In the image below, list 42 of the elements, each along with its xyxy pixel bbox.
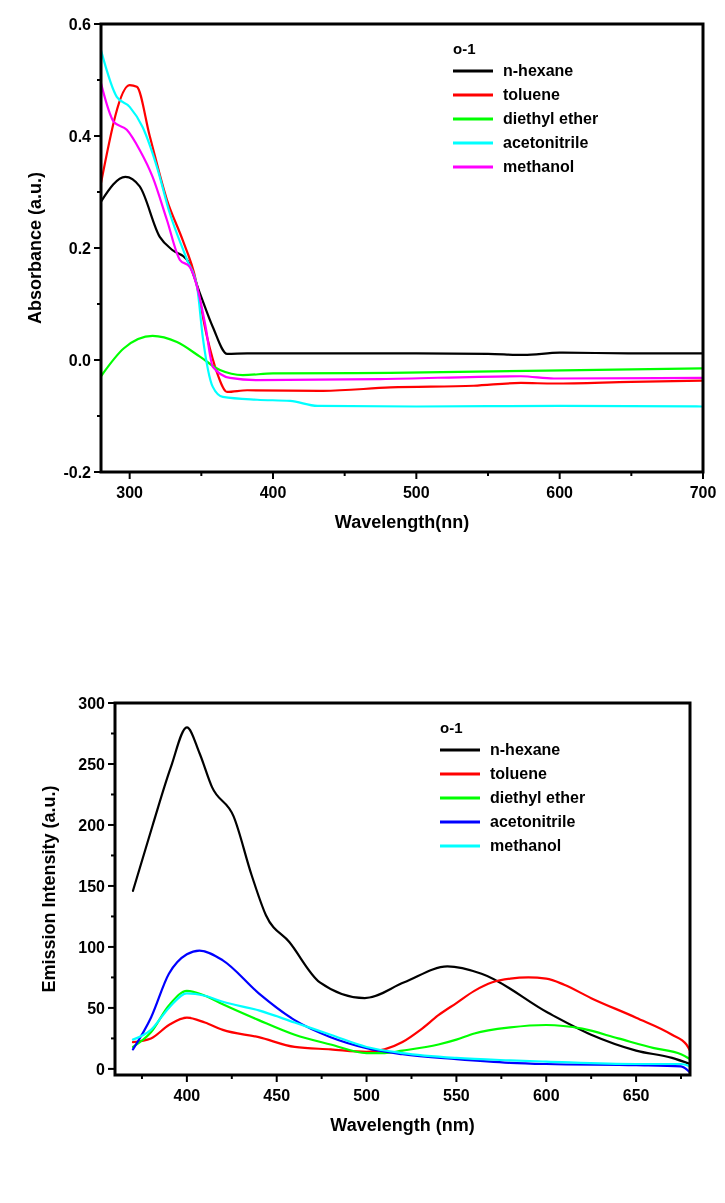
x-tick-label: 400	[259, 484, 287, 501]
legend-label: methanol	[490, 837, 562, 854]
legend-label: n-hexane	[490, 741, 561, 758]
x-tick-label: 600	[546, 484, 574, 501]
x-axis-title: Wavelength (nm)	[330, 1115, 475, 1135]
legend-title: o-1	[440, 719, 463, 736]
line-series	[101, 334, 703, 378]
legend-label: diethyl ether	[490, 789, 586, 806]
y-tick-label: 0.6	[68, 16, 92, 33]
legend-label: toluene	[503, 86, 560, 103]
y-tick-label: 0	[96, 1060, 106, 1078]
line-series	[131, 949, 690, 1074]
y-tick-label: 100	[78, 938, 106, 956]
y-tick-label: 50	[87, 999, 106, 1017]
line-series	[131, 976, 690, 1053]
y-tick-label: -0.2	[63, 464, 92, 481]
legend-title: o-1	[453, 40, 476, 57]
legend-label: methanol	[503, 158, 575, 175]
x-axis-title: Wavelength(nn)	[334, 512, 470, 532]
legend-label: diethyl ether	[503, 110, 599, 127]
y-axis-title: Absorbance (a.u.)	[25, 171, 45, 325]
legend-label: toluene	[490, 765, 547, 782]
x-tick-label: 700	[689, 484, 717, 501]
legend-label: n-hexane	[503, 62, 574, 79]
x-tick-label: 600	[532, 1087, 560, 1104]
y-tick-label: 300	[78, 695, 106, 712]
x-tick-label: 650	[622, 1087, 650, 1104]
y-tick-label: 0.2	[68, 240, 92, 257]
x-tick-label: 450	[263, 1087, 291, 1104]
y-tick-label: 200	[78, 816, 106, 834]
y-tick-label: 0.0	[68, 352, 92, 369]
x-tick-label: 500	[402, 484, 430, 501]
y-tick-label: 150	[78, 877, 106, 895]
x-tick-label: 300	[116, 484, 144, 501]
x-tick-label: 400	[173, 1087, 201, 1104]
x-tick-label: 500	[353, 1087, 381, 1104]
y-axis-title: Emission Intensity (a.u.)	[39, 785, 59, 993]
y-tick-label: 250	[78, 755, 106, 773]
legend-label: acetonitrile	[503, 134, 589, 151]
x-tick-label: 550	[443, 1087, 470, 1104]
y-tick-label: 0.4	[68, 128, 92, 145]
legend-label: acetonitrile	[490, 813, 576, 830]
